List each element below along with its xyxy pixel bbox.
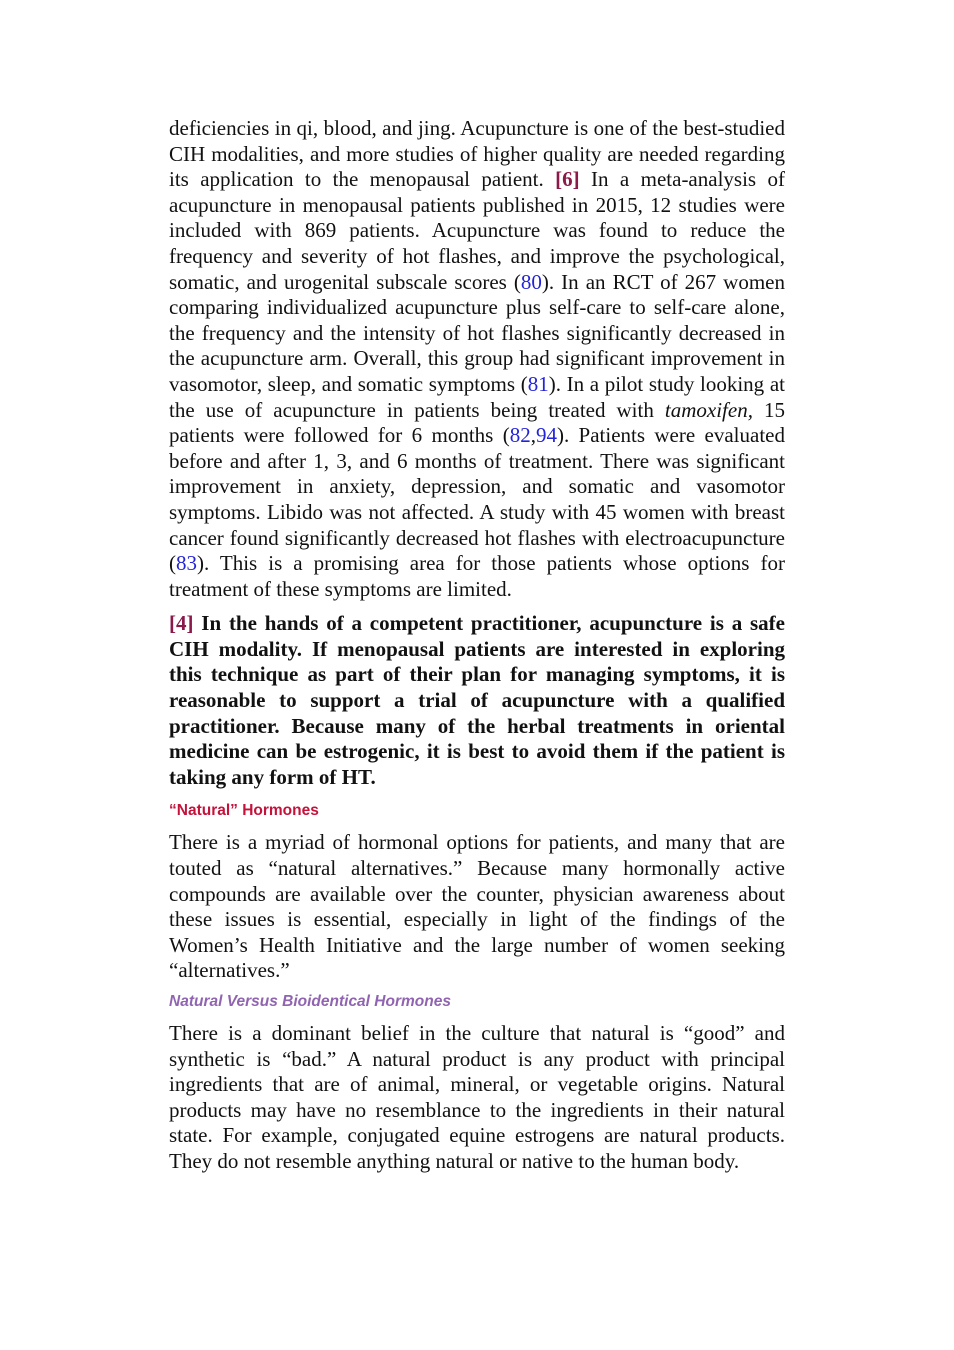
text: In a meta-analysis of acupuncture in men… (169, 167, 785, 294)
text: deficiencies in qi, blood, and jing. Acu… (169, 116, 785, 192)
reference-marker: [4] (169, 611, 194, 636)
content: deficiencies in qi, blood, and jing. Acu… (169, 116, 785, 1175)
text: , (530, 423, 536, 448)
citation-link[interactable]: 80 (520, 269, 542, 294)
text: ). This is a promising area for those pa… (169, 551, 785, 601)
key-point: [4] In the hands of a competent practiti… (169, 611, 785, 790)
paragraph: There is a myriad of hormonal options fo… (169, 830, 785, 983)
paragraph: There is a dominant belief in the cultur… (169, 1021, 785, 1173)
citation-link[interactable]: 82 (509, 423, 531, 448)
section-heading: “Natural” Hormones (169, 802, 319, 820)
citation-link[interactable]: 94 (535, 423, 557, 448)
reference-marker: [6] (555, 167, 580, 192)
citation-link[interactable]: 83 (176, 551, 197, 576)
text: 15 patients were followed for 6 months ( (169, 397, 785, 448)
text: ). Patients were evaluated before and af… (169, 423, 785, 576)
text: ). In an RCT of 267 women comparing indi… (169, 269, 785, 396)
drug-name: tamoxifen, (664, 397, 753, 422)
text: ). In a pilot study looking at the use o… (169, 371, 785, 422)
citation-link[interactable]: 81 (527, 371, 549, 396)
paragraph: deficiencies in qi, blood, and jing. Acu… (169, 116, 785, 602)
text: In the hands of a competent practitioner… (169, 611, 785, 789)
subsection-heading: Natural Versus Bioidentical Hormones (169, 993, 451, 1010)
